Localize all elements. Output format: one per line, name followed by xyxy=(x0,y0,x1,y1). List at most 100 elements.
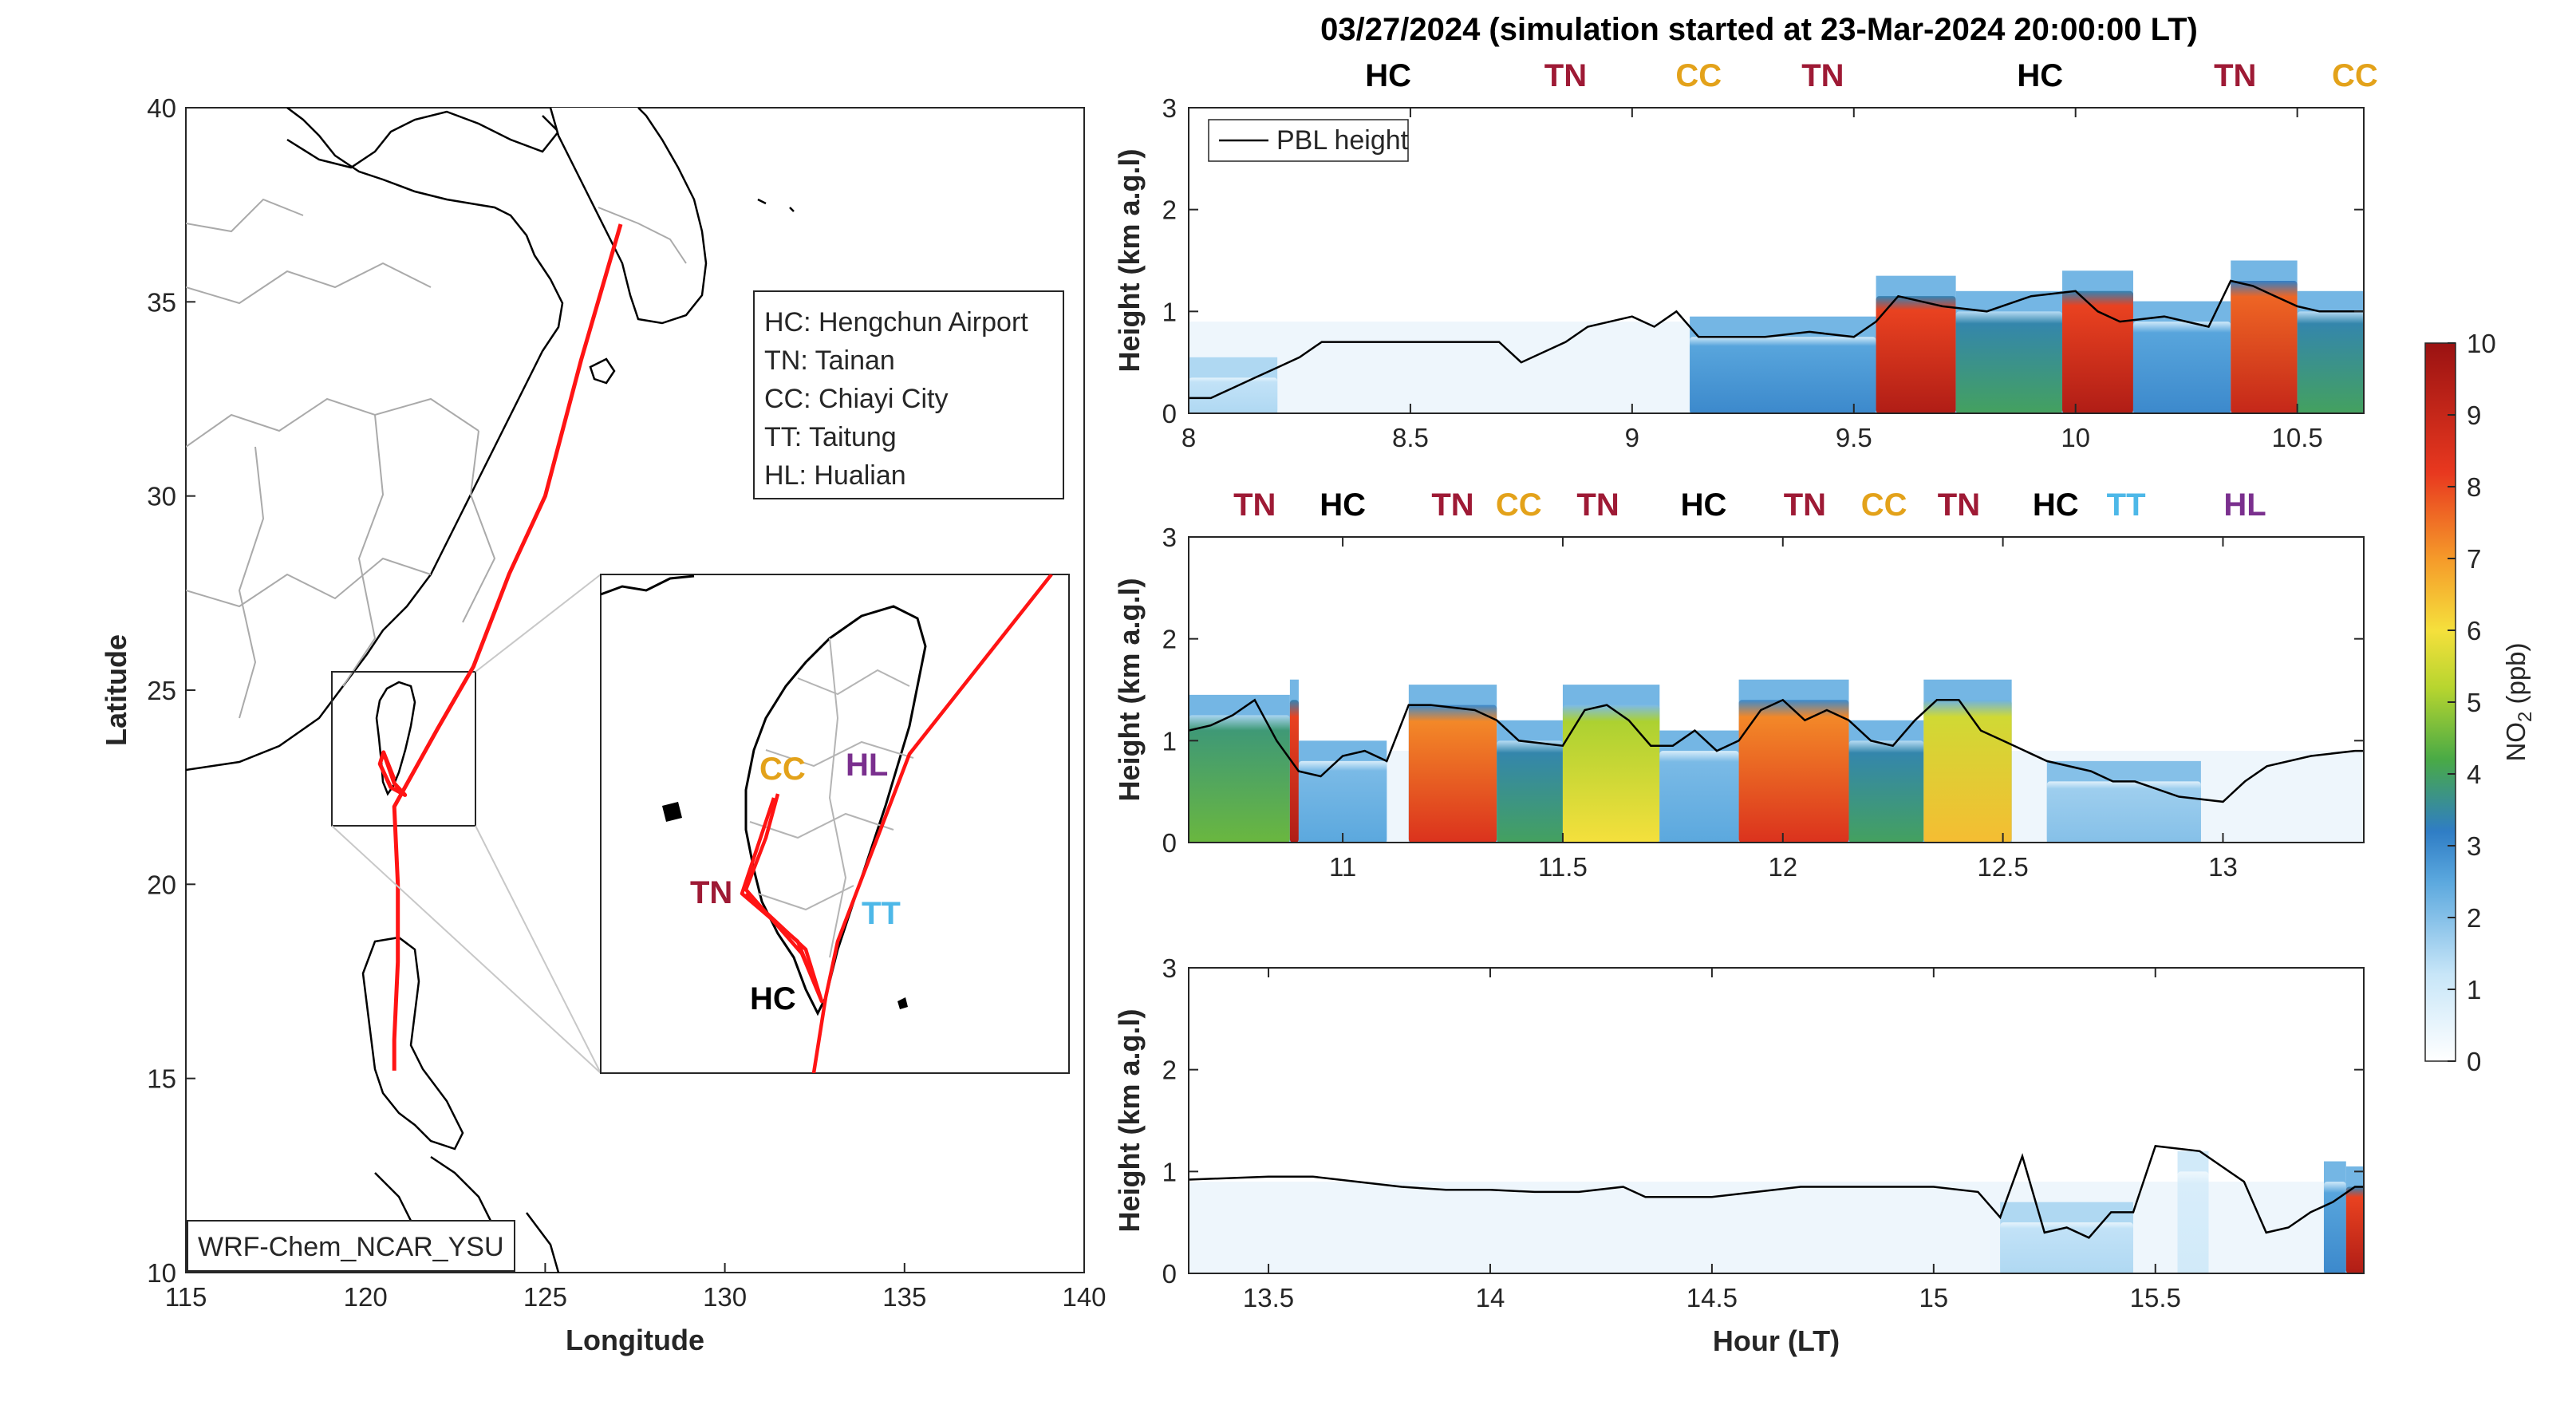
inset-county-borders xyxy=(749,637,914,958)
no2-column xyxy=(1189,377,1278,413)
model-label-box xyxy=(187,1220,515,1272)
no2-column xyxy=(1848,740,1924,843)
map-ytick-label: 30 xyxy=(147,482,176,511)
colorbar: 0 1 2 3 4 5 6 7 8 9 10 NO2 (ppb) xyxy=(2424,329,2536,1076)
inset-taiwan-coastline xyxy=(744,605,927,1016)
inset-track-main xyxy=(811,574,1053,1073)
site-label: TN xyxy=(1576,487,1619,523)
ytick-label: 3 xyxy=(1162,93,1177,123)
colorbar-tick-label: 4 xyxy=(2467,760,2481,789)
xtick-label: 12 xyxy=(1768,852,1797,882)
xtick-label: 14 xyxy=(1476,1283,1505,1312)
pbl-height-line xyxy=(1189,279,2364,400)
xtick-label: 14.5 xyxy=(1686,1283,1738,1312)
no2-column xyxy=(1659,751,1739,843)
inset-mainland-fragment xyxy=(601,574,695,596)
no2-background-haze xyxy=(1189,1182,2364,1273)
ylabel: Height (km a.g.l) xyxy=(1113,148,1146,372)
inset-connector-left xyxy=(331,825,602,1074)
ytick-label: 0 xyxy=(1162,828,1177,858)
pbl-legend-label: PBL height xyxy=(1276,125,1409,156)
no2-column xyxy=(2046,781,2201,843)
colorbar-tick-label: 6 xyxy=(2467,616,2481,645)
inset-label-hc: HC xyxy=(750,981,796,1016)
colorbar-ticks: 0 1 2 3 4 5 6 7 8 9 10 xyxy=(2448,329,2496,1076)
map-panel: 115 120 125 130 135 140 10 15 20 25 30 35 40 Longit… xyxy=(100,93,1107,1356)
curtain-panel-1: 8 8.5 9 9.5 10 10.5 0 1 2 3 Height (km a.g.l) HC TN C… xyxy=(1113,58,2378,452)
panel-frame xyxy=(1188,967,2365,1274)
ylabel: Height (km a.g.l) xyxy=(1113,578,1146,801)
colorbar-tick-label: 3 xyxy=(2467,831,2481,861)
no2-column xyxy=(2177,1171,2209,1273)
colorbar-tick-label: 8 xyxy=(2467,472,2481,502)
xtick-label: 8.5 xyxy=(1392,423,1429,452)
luzon-coastline xyxy=(361,936,464,1151)
inset-label-tt: TT xyxy=(862,896,901,931)
site-legend-entry: TT: Taitung xyxy=(764,422,897,452)
map-xtick-label: 120 xyxy=(344,1282,388,1312)
map-ytick-label: 25 xyxy=(147,676,176,705)
xtick-label: 10.5 xyxy=(2272,423,2323,452)
no2-column xyxy=(2000,1222,2133,1273)
curtain-panel-3: 13.5 14 14.5 15 15.5 0 1 2 3 Height (km a.g.l) Hou… xyxy=(1113,953,2365,1357)
map-y-ticks: 10 15 20 25 30 35 40 xyxy=(147,93,195,1288)
site-label: TN xyxy=(1938,487,1980,523)
map-xtick-label: 135 xyxy=(882,1282,926,1312)
xtick-label: 9.5 xyxy=(1836,423,1872,452)
colorbar-tick-label: 5 xyxy=(2467,688,2481,717)
xlabel: Hour (LT) xyxy=(1713,1324,1840,1357)
inset-orchid-island xyxy=(897,997,908,1009)
site-label: TN xyxy=(1431,487,1473,523)
taiwan-zoom-box xyxy=(331,671,476,827)
ytick-label: 2 xyxy=(1162,625,1177,654)
colorbar-label: NO2 (ppb) xyxy=(2501,642,2536,761)
site-label: HC xyxy=(2033,487,2079,523)
inset-connector-top xyxy=(475,574,602,673)
ytick-label: 1 xyxy=(1162,726,1177,756)
china-coastline xyxy=(186,108,564,772)
pbl-height-line xyxy=(1188,698,2364,803)
xtick-label: 9 xyxy=(1625,423,1639,452)
figure-title: 03/27/2024 (simulation started at 23-Mar… xyxy=(1320,12,2198,47)
no2-column xyxy=(2132,322,2231,413)
map-ytick-label: 35 xyxy=(147,287,176,317)
colorbar-tick-label: 2 xyxy=(2467,903,2481,933)
site-legend-entry: HL: Hualian xyxy=(764,460,906,491)
model-label: WRF-Chem_NCAR_YSU xyxy=(198,1232,504,1262)
inset-label-tn: TN xyxy=(690,875,732,910)
map-ytick-label: 15 xyxy=(147,1064,176,1094)
inset-track-loop-2 xyxy=(744,892,824,1002)
xtick-label: 10 xyxy=(2061,423,2090,452)
xtick-label: 12.5 xyxy=(1978,852,2029,882)
map-xtick-label: 140 xyxy=(1062,1282,1106,1312)
xtick-label: 13 xyxy=(2208,852,2238,882)
site-label: TN xyxy=(1233,487,1276,523)
inset-label-cc: CC xyxy=(759,752,806,787)
flight-track xyxy=(392,223,623,1071)
map-ytick-label: 10 xyxy=(147,1258,176,1288)
map-ylabel: Latitude xyxy=(100,634,132,746)
xtick-label: 8 xyxy=(1181,423,1196,452)
site-label: CC xyxy=(1675,58,1722,93)
site-label: HL xyxy=(2223,487,2266,523)
xtick-label: 13.5 xyxy=(1243,1283,1294,1312)
province-borders xyxy=(186,198,687,719)
taiwan-inset: CC HL TN TT HC xyxy=(600,574,1070,1074)
inset-track-loop xyxy=(740,793,824,1004)
no2-column xyxy=(1876,296,1956,413)
panel-frame xyxy=(1188,536,2365,843)
no2-column xyxy=(1690,337,1876,413)
colorbar-tick-label: 0 xyxy=(2467,1047,2481,1076)
xtick-label: 11.5 xyxy=(1538,852,1588,882)
no2-column xyxy=(2345,1186,2364,1273)
map-xlabel: Longitude xyxy=(566,1324,704,1356)
site-legend: HC: Hengchun Airport TN: Tainan CC: Chiayi… xyxy=(764,307,1028,491)
map-x-ticks: 115 120 125 130 135 140 xyxy=(165,1263,1107,1312)
pbl-height-line xyxy=(1188,1145,2364,1239)
site-label: TN xyxy=(1784,487,1826,523)
site-legend-entry: HC: Hengchun Airport xyxy=(764,307,1028,337)
site-label: HC xyxy=(1365,58,1411,93)
no2-column xyxy=(1289,700,1299,843)
ylabel: Height (km a.g.l) xyxy=(1113,1008,1146,1232)
ytick-label: 3 xyxy=(1162,953,1177,983)
